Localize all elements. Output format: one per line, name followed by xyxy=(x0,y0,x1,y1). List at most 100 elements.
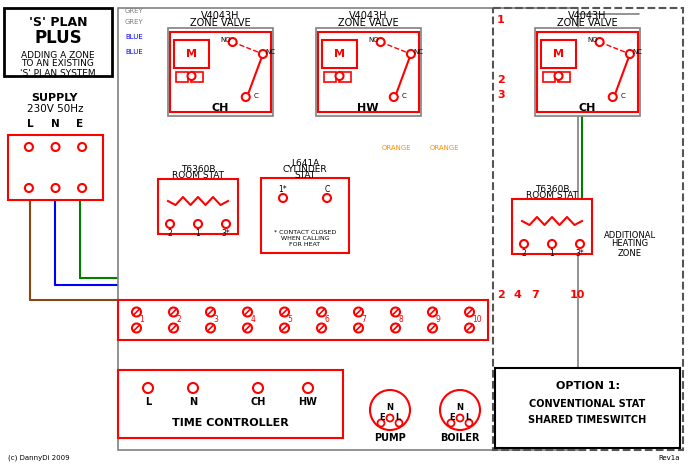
Text: L: L xyxy=(27,119,33,129)
Circle shape xyxy=(576,240,584,248)
Text: 230V 50Hz: 230V 50Hz xyxy=(27,104,83,114)
Text: BOILER: BOILER xyxy=(440,433,480,443)
Circle shape xyxy=(52,143,59,151)
Text: CONVENTIONAL STAT: CONVENTIONAL STAT xyxy=(529,399,646,409)
Text: V4043H: V4043H xyxy=(348,11,387,21)
Text: SHARED TIMESWITCH: SHARED TIMESWITCH xyxy=(529,415,647,425)
Circle shape xyxy=(555,72,562,80)
Bar xyxy=(339,72,351,82)
Text: WHEN CALLING: WHEN CALLING xyxy=(281,236,329,241)
Text: ZONE VALVE: ZONE VALVE xyxy=(190,18,250,28)
Circle shape xyxy=(206,323,215,332)
Text: NO: NO xyxy=(587,37,598,43)
Text: CH: CH xyxy=(578,103,595,113)
Bar xyxy=(174,40,209,68)
Text: ORANGE: ORANGE xyxy=(430,145,460,151)
Text: T6360B: T6360B xyxy=(535,184,569,193)
Circle shape xyxy=(78,143,86,151)
Text: NC: NC xyxy=(265,49,275,55)
Text: 4: 4 xyxy=(514,290,522,300)
Text: NC: NC xyxy=(632,49,642,55)
Bar xyxy=(495,368,680,448)
Bar xyxy=(168,28,273,116)
Text: ADDITIONAL: ADDITIONAL xyxy=(604,231,656,240)
Text: E: E xyxy=(380,414,385,423)
Text: 6: 6 xyxy=(324,314,329,323)
Text: C: C xyxy=(620,93,625,99)
Circle shape xyxy=(241,93,250,101)
Bar xyxy=(118,8,578,450)
Text: 2: 2 xyxy=(497,75,505,85)
Text: CH: CH xyxy=(211,103,228,113)
Circle shape xyxy=(377,38,384,46)
Text: ROOM STAT: ROOM STAT xyxy=(526,191,578,200)
Text: 2: 2 xyxy=(497,290,505,300)
Circle shape xyxy=(609,93,617,101)
Text: M: M xyxy=(553,49,564,59)
Circle shape xyxy=(143,383,153,393)
Text: L641A: L641A xyxy=(291,159,319,168)
Text: TO AN EXISTING: TO AN EXISTING xyxy=(21,59,95,68)
Text: V4043H: V4043H xyxy=(201,11,239,21)
Circle shape xyxy=(465,307,474,316)
Circle shape xyxy=(194,220,202,228)
Circle shape xyxy=(222,220,230,228)
Text: 7: 7 xyxy=(531,290,539,300)
Circle shape xyxy=(448,419,455,426)
Text: 8: 8 xyxy=(399,314,403,323)
Text: HW: HW xyxy=(299,397,317,407)
Circle shape xyxy=(166,220,174,228)
Text: SUPPLY: SUPPLY xyxy=(32,93,78,103)
Text: NC: NC xyxy=(413,49,423,55)
Circle shape xyxy=(25,143,33,151)
Circle shape xyxy=(465,323,474,332)
Circle shape xyxy=(466,419,473,426)
Circle shape xyxy=(323,194,331,202)
Circle shape xyxy=(391,323,400,332)
Circle shape xyxy=(457,415,464,422)
Text: 9: 9 xyxy=(435,314,440,323)
Bar xyxy=(191,72,203,82)
Text: GREY: GREY xyxy=(125,19,144,25)
Circle shape xyxy=(354,323,363,332)
Circle shape xyxy=(548,240,556,248)
Text: CH: CH xyxy=(250,397,266,407)
Bar xyxy=(4,8,112,76)
Circle shape xyxy=(188,72,195,80)
Circle shape xyxy=(428,323,437,332)
Text: 10: 10 xyxy=(473,314,482,323)
Bar xyxy=(493,8,683,450)
Text: BLUE: BLUE xyxy=(125,49,143,55)
Text: Rev1a: Rev1a xyxy=(658,455,680,461)
Circle shape xyxy=(391,307,400,316)
Bar xyxy=(316,28,421,116)
Text: CYLINDER: CYLINDER xyxy=(283,166,327,175)
Text: 1*: 1* xyxy=(279,184,287,193)
Text: N: N xyxy=(386,403,393,412)
Circle shape xyxy=(520,240,528,248)
Circle shape xyxy=(377,419,384,426)
Text: (c) DannyDi 2009: (c) DannyDi 2009 xyxy=(8,455,70,461)
Text: 3: 3 xyxy=(213,314,218,323)
Text: N: N xyxy=(457,403,464,412)
Circle shape xyxy=(25,184,33,192)
Text: 2: 2 xyxy=(177,314,181,323)
Text: C: C xyxy=(253,93,258,99)
Circle shape xyxy=(169,307,178,316)
Circle shape xyxy=(169,323,178,332)
Circle shape xyxy=(253,383,263,393)
Text: 1: 1 xyxy=(550,249,554,257)
Bar xyxy=(176,72,188,82)
Circle shape xyxy=(335,72,344,80)
Bar xyxy=(537,32,638,112)
Circle shape xyxy=(428,307,437,316)
Circle shape xyxy=(595,38,604,46)
Text: GREY: GREY xyxy=(125,8,144,14)
Text: M: M xyxy=(334,49,345,59)
Bar xyxy=(8,135,103,200)
Circle shape xyxy=(370,390,410,430)
Text: E: E xyxy=(449,414,455,423)
Bar xyxy=(543,72,555,82)
Bar xyxy=(512,199,592,254)
Bar xyxy=(158,179,238,234)
